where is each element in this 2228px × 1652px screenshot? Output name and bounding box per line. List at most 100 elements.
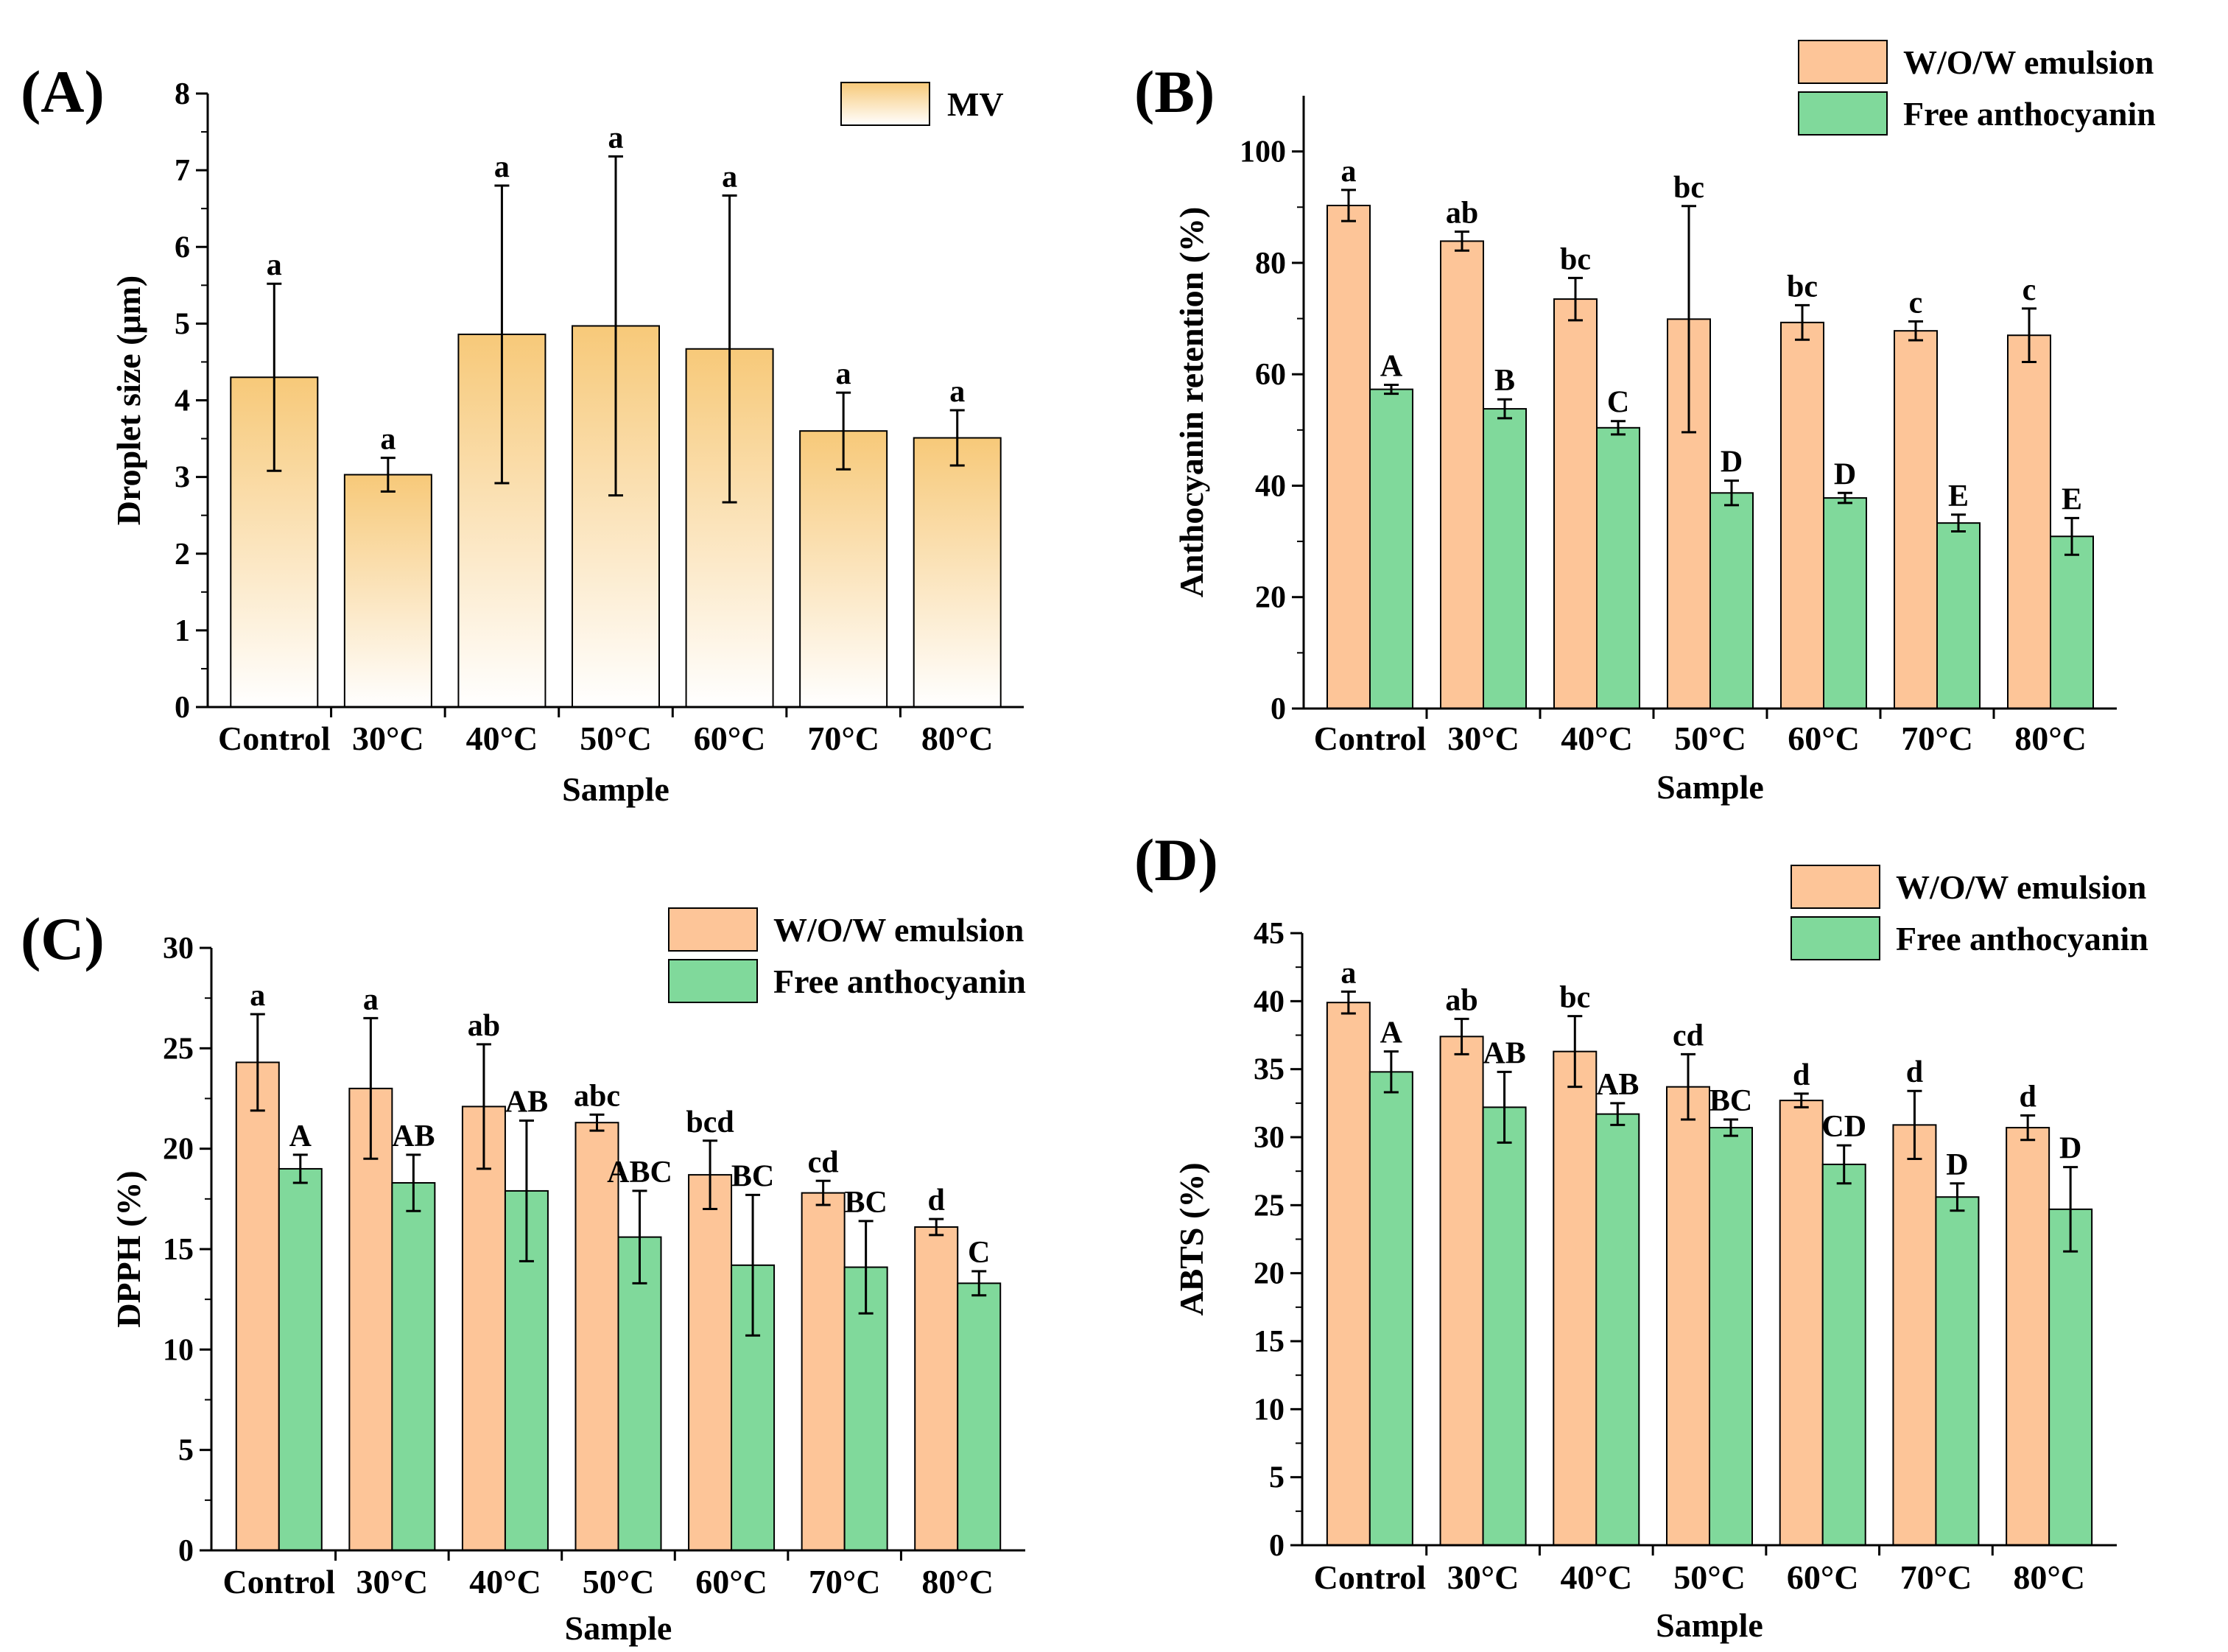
x-axis-label: Sample <box>565 1609 672 1647</box>
x-tick-label: 50°C <box>583 1563 655 1600</box>
y-axis-label: Anthocyanin retention (%) <box>1173 207 1210 598</box>
significance-label: a <box>494 150 510 184</box>
x-tick-label: 40°C <box>1560 1558 1632 1596</box>
x-tick-label: 70°C <box>1900 1558 1972 1596</box>
bar-secondary-2 <box>1596 426 1640 709</box>
y-tick-label: 5 <box>178 1434 194 1468</box>
bar-primary-4 <box>688 1174 733 1551</box>
panel-label: (C) <box>21 905 105 972</box>
significance-label: BC <box>844 1186 887 1220</box>
y-tick-label: 0 <box>1269 1529 1285 1563</box>
x-tick-label: Control <box>1314 1558 1427 1596</box>
bar-primary-2 <box>1553 1050 1598 1547</box>
significance-label: a <box>1341 155 1357 189</box>
significance-label: c <box>2023 273 2037 307</box>
x-axis-label: Sample <box>1656 1606 1763 1644</box>
significance-label: D <box>1834 457 1856 491</box>
bar-primary-1 <box>348 1087 393 1552</box>
bar-primary-6 <box>913 437 1002 708</box>
bar-secondary-4 <box>1823 497 1867 709</box>
y-tick-label: 30 <box>163 932 194 966</box>
y-axis-label: ABTS (%) <box>1173 1162 1210 1315</box>
significance-label: c <box>1909 286 1923 320</box>
significance-label: a <box>267 248 282 282</box>
significance-label: bc <box>1559 981 1590 1015</box>
x-tick-label: 60°C <box>1788 720 1860 757</box>
x-tick-label: 80°C <box>921 1563 994 1600</box>
significance-label: a <box>1340 956 1356 990</box>
bar-primary-1 <box>343 474 432 708</box>
y-tick-label: 40 <box>1255 469 1286 503</box>
y-tick-label: 25 <box>1254 1189 1285 1223</box>
significance-label: bc <box>1560 242 1591 276</box>
significance-label: A <box>1380 1016 1403 1050</box>
x-tick-label: 60°C <box>694 720 766 757</box>
bar-primary-5 <box>801 1192 846 1551</box>
bar-primary-4 <box>1779 1100 1824 1546</box>
x-tick-label: 30°C <box>1447 720 1519 757</box>
x-tick-label: 60°C <box>695 1563 767 1600</box>
x-tick-label: 70°C <box>807 720 879 757</box>
bar-secondary-0 <box>278 1167 323 1551</box>
y-tick-label: 8 <box>175 77 190 111</box>
significance-label: a <box>363 983 379 1016</box>
x-tick-label: 80°C <box>921 720 994 757</box>
bar-primary-5 <box>1892 1124 1937 1546</box>
chart-panel-c: a a ab abc bcd cd d A AB AB ABC BC BC C 0 5 10 15 20 25 30 Co… <box>21 905 1026 1647</box>
legend-swatch <box>668 959 758 1003</box>
legend-swatch <box>1798 91 1888 136</box>
panel-label: (A) <box>21 58 105 125</box>
y-axis-label: Droplet size (μm) <box>110 275 147 525</box>
significance-label: AB <box>1596 1068 1639 1102</box>
bar-secondary-6 <box>2050 535 2094 709</box>
y-tick-label: 25 <box>163 1032 194 1066</box>
significance-label: E <box>2062 482 2082 516</box>
x-axis-label: Sample <box>1656 768 1764 806</box>
y-tick-label: 0 <box>178 1534 194 1568</box>
bar-primary-5 <box>799 430 888 709</box>
panel-label: (D) <box>1134 826 1218 893</box>
significance-label: a <box>836 357 851 391</box>
y-tick-label: 35 <box>1254 1053 1285 1087</box>
x-tick-label: 60°C <box>1787 1558 1859 1596</box>
y-tick-label: 15 <box>1254 1325 1285 1359</box>
x-tick-label: Control <box>223 1563 336 1600</box>
bar-primary-0 <box>1326 205 1371 709</box>
bar-primary-2 <box>1553 298 1598 709</box>
y-tick-label: 15 <box>163 1233 194 1267</box>
bar-secondary-5 <box>1936 522 1981 710</box>
bar-primary-6 <box>2007 334 2051 709</box>
significance-label: ABC <box>607 1156 672 1189</box>
x-tick-label: 50°C <box>580 720 652 757</box>
y-tick-label: 30 <box>1254 1121 1285 1155</box>
y-tick-label: 4 <box>175 384 190 418</box>
y-tick-label: 3 <box>175 461 190 495</box>
y-tick-label: 80 <box>1255 247 1286 281</box>
significance-label: d <box>2019 1080 2036 1114</box>
panel-label: (B) <box>1134 58 1215 125</box>
bar-secondary-0 <box>1368 1071 1413 1546</box>
significance-label: BC <box>731 1159 774 1193</box>
significance-label: E <box>1948 479 1969 513</box>
significance-label: ab <box>1445 983 1477 1017</box>
x-tick-label: 50°C <box>1674 720 1746 757</box>
x-tick-label: 40°C <box>466 720 538 757</box>
significance-label: bcd <box>686 1106 734 1139</box>
legend-swatch <box>1798 40 1888 84</box>
y-tick-label: 5 <box>175 307 190 341</box>
bar-secondary-1 <box>1483 408 1527 709</box>
bar-primary-0 <box>235 1061 280 1552</box>
y-tick-label: 7 <box>175 154 190 188</box>
legend-label: MV <box>947 85 1004 123</box>
legend-label: Free anthocyanin <box>773 963 1026 1000</box>
x-tick-label: 40°C <box>1561 720 1633 757</box>
bar-primary-4 <box>1780 321 1824 709</box>
significance-label: a <box>250 979 265 1013</box>
bar-secondary-5 <box>1935 1196 1980 1546</box>
y-tick-label: 0 <box>175 691 190 725</box>
bar-primary-2 <box>461 1106 506 1551</box>
bar-secondary-6 <box>2048 1208 2093 1546</box>
significance-label: AB <box>1483 1036 1525 1070</box>
significance-label: abc <box>574 1079 620 1113</box>
